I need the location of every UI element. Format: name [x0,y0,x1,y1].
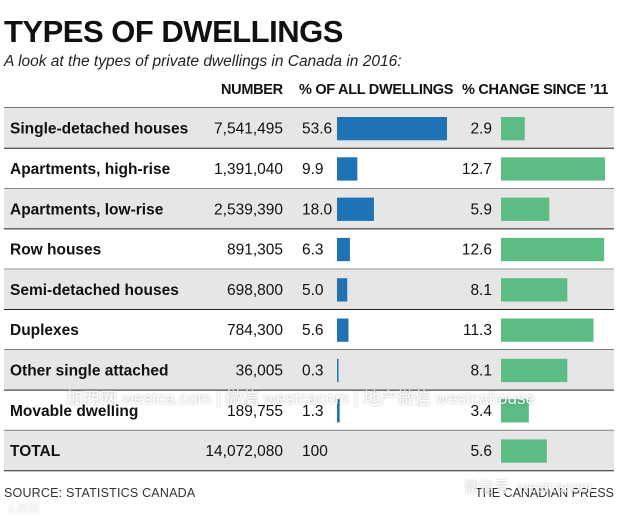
column-header-pct-all: % OF ALL DWELLINGS [299,82,454,98]
pct-all-label: 100 [302,443,328,460]
pct-change-bar [501,237,605,262]
row-label: Apartments, high-rise [10,161,171,178]
pct-all-label: 6.3 [302,242,324,259]
wechat-icon [440,481,458,496]
pct-change-label: 12.6 [462,242,492,259]
row-label: Movable dwelling [10,403,138,420]
row-label: Single-detached houses [10,121,188,138]
pct-change-label: 5.6 [470,443,492,460]
pct-all-bar [337,117,447,141]
pct-all-label: 1.3 [302,403,324,420]
pct-change-bar [501,439,547,463]
pct-change-label: 3.4 [470,403,492,420]
pct-change-label: 12.7 [462,161,492,178]
row-number: 36,005 [236,362,283,379]
pct-all-bar [337,318,349,342]
pct-change-bar [501,278,568,302]
pct-change-label: 8.1 [470,362,492,379]
pct-change-bar [501,117,525,141]
row-number: 7,541,495 [214,121,283,138]
chart-title: TYPES OF DWELLINGS [4,14,343,49]
row-label: Other single attached [10,362,168,379]
row-label: Apartments, low-rise [10,201,164,218]
watermark-brand-text: 微信号: westcacom [464,479,593,496]
pct-all-bar [337,399,340,423]
pct-change-bar [501,399,529,423]
column-header-pct-change: % CHANGE SINCE ’11 [462,82,609,98]
pct-all-bar [337,278,348,302]
row-label: TOTAL [10,443,60,460]
pct-all-bar [337,237,350,262]
row-number: 14,072,080 [205,443,283,460]
pct-change-label: 8.1 [470,282,492,299]
row-number: 189,755 [227,403,283,420]
pct-change-label: 11.3 [463,322,492,339]
chart-subtitle: A look at the types of private dwellings… [4,53,402,70]
row-label: Row houses [10,242,101,259]
pct-change-label: 2.9 [470,121,492,138]
pct-all-label: 0.3 [302,362,324,379]
pct-all-label: 18.0 [302,201,333,218]
watermark-brand: 微信号: westcacom [440,476,592,497]
pct-all-label: 5.6 [302,322,324,339]
watermark-small: 人民网 [6,503,39,515]
pct-change-label: 5.9 [470,201,492,218]
row-number: 2,539,390 [214,201,283,218]
watermark-text: 加西网 westca.com | 微信 westcacom | 地产微信 wes… [66,389,535,408]
row-label: Semi-detached houses [10,282,179,299]
pct-all-label: 5.0 [302,282,324,299]
row-number: 891,305 [227,242,283,259]
pct-change-bar [501,197,550,221]
pct-change-bar [501,157,605,181]
pct-all-bar [337,157,358,181]
pct-change-bar [501,318,594,342]
credit-note: THE CANADIAN PRESS [475,486,614,500]
row-label: Duplexes [10,322,79,339]
pct-all-bar [337,197,374,221]
column-header-number: NUMBER [221,82,283,98]
pct-all-label: 53.6 [302,121,332,138]
pct-all-bar [337,358,339,383]
source-note: SOURCE: STATISTICS CANADA [4,486,196,500]
row-number: 784,300 [227,322,283,339]
row-number: 1,391,040 [214,161,283,178]
pct-change-bar [501,358,568,383]
row-number: 698,800 [227,282,283,299]
pct-all-label: 9.9 [302,161,324,178]
